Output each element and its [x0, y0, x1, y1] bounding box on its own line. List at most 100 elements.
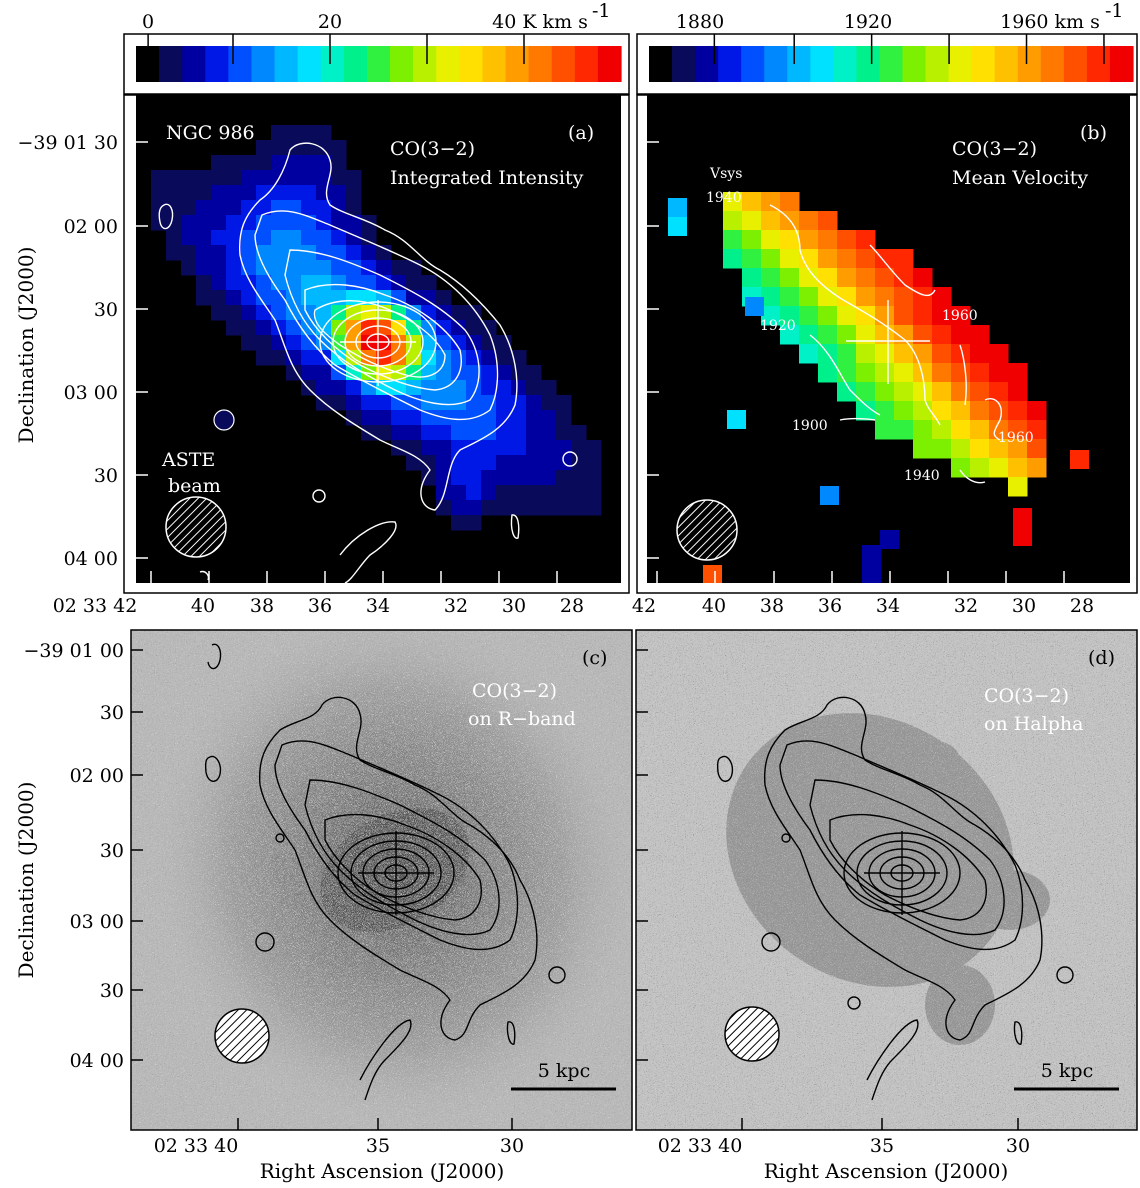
intensity-pixel: [211, 305, 227, 321]
velocity-pixel: [970, 344, 990, 364]
colorbar-cell: [787, 46, 811, 82]
intensity-pixel: [511, 365, 527, 381]
velocity-pixel: [856, 401, 876, 421]
intensity-pixel: [316, 125, 332, 141]
velocity-pixel: [723, 249, 743, 269]
intensity-pixel: [316, 140, 332, 156]
intensity-pixel: [226, 260, 242, 276]
intensity-pixel: [466, 320, 482, 336]
panel-b-clabel-3: 1960: [998, 430, 1034, 446]
intensity-pixel: [301, 335, 317, 351]
colorbar-cell: [182, 46, 206, 82]
intensity-pixel: [316, 260, 332, 276]
top-ylabel: Declination (J2000): [14, 247, 38, 444]
velocity-pixel: [837, 325, 857, 345]
velocity-pixel: [856, 344, 876, 364]
colorbar-cell: [597, 46, 622, 82]
panel-a-title-1: CO(3−2): [390, 138, 475, 160]
velocity-pixel: [932, 325, 952, 345]
intensity-pixel: [391, 410, 407, 426]
panel-c-xtick-2: 30: [500, 1135, 524, 1157]
intensity-pixel: [466, 470, 482, 486]
intensity-pixel: [526, 500, 542, 516]
panel-b-center-cross: [846, 300, 930, 384]
intensity-pixel: [211, 260, 227, 276]
velocity-pixel: [862, 545, 881, 564]
intensity-pixel: [526, 365, 542, 381]
panel-a-beam-2: beam: [168, 475, 221, 497]
intensity-pixel: [496, 455, 512, 471]
intensity-pixel: [421, 410, 437, 426]
intensity-pixel: [556, 425, 572, 441]
velocity-pixel: [894, 287, 914, 307]
intensity-pixel: [226, 200, 242, 216]
intensity-pixel: [481, 380, 497, 396]
intensity-pixel: [331, 170, 347, 186]
intensity-pixel: [406, 275, 422, 291]
intensity-pixel: [391, 260, 407, 276]
panel-c-xlabel: Right Ascension (J2000): [260, 1159, 505, 1183]
intensity-pixel: [451, 395, 467, 411]
intensity-pixel: [301, 155, 317, 171]
velocity-pixel: [989, 363, 1009, 383]
intensity-pixel: [571, 470, 587, 486]
colorbar-cell: [856, 46, 881, 82]
intensity-pixel: [376, 410, 392, 426]
velocity-pixel: [932, 382, 952, 402]
intensity-pixel: [451, 470, 467, 486]
intensity-pixel: [301, 185, 317, 201]
intensity-pixel: [211, 155, 227, 171]
intensity-pixel: [346, 395, 362, 411]
intensity-pixel: [451, 425, 467, 441]
velocity-pixel: [894, 401, 914, 421]
intensity-pixel: [271, 260, 287, 276]
intensity-pixel: [271, 290, 287, 306]
panel-a-ytick-1: 02 00: [64, 216, 118, 238]
colorbar-b-tick-0: 1880: [676, 11, 724, 33]
intensity-pixel: [151, 170, 167, 186]
intensity-pixel: [271, 350, 287, 366]
intensity-pixel: [256, 185, 272, 201]
panel-d-xtick-0: 02 33 40: [658, 1135, 743, 1157]
intensity-pixel: [271, 155, 287, 171]
intensity-pixel: [391, 335, 407, 351]
panel-b-tag: (b): [1080, 122, 1107, 144]
velocity-pixel: [875, 382, 895, 402]
intensity-pixel: [466, 440, 482, 456]
velocity-pixel: [913, 439, 933, 459]
intensity-pixel: [481, 470, 497, 486]
intensity-pixel: [301, 215, 317, 231]
velocity-pixel: [913, 306, 933, 326]
intensity-pixel: [421, 440, 437, 456]
intensity-pixel: [511, 410, 527, 426]
intensity-pixel: [241, 305, 257, 321]
intensity-pixel: [451, 335, 467, 351]
panel-b-xtick-4: 34: [876, 595, 900, 617]
velocity-pixel: [856, 382, 876, 402]
intensity-pixel: [421, 275, 437, 291]
intensity-pixel: [256, 155, 272, 171]
intensity-pixel: [451, 350, 467, 366]
intensity-pixel: [166, 200, 182, 216]
panel-d-beam-ellipse: [724, 1006, 780, 1062]
velocity-pixel: [742, 192, 762, 212]
panel-b-xtick-6: 30: [1012, 595, 1036, 617]
velocity-pixel: [761, 287, 781, 307]
intensity-pixel: [271, 125, 287, 141]
velocity-pixel: [703, 565, 722, 583]
intensity-pixel: [436, 500, 452, 516]
intensity-pixel: [571, 455, 587, 471]
panel-b-xtick-2: 38: [760, 595, 784, 617]
colorbar-cell: [574, 46, 599, 82]
intensity-pixel: [391, 350, 407, 366]
velocity-pixel: [761, 230, 781, 250]
velocity-pixel: [723, 211, 743, 231]
velocity-pixel: [970, 325, 990, 345]
velocity-pixel: [951, 382, 971, 402]
intensity-pixel: [196, 185, 212, 201]
colorbar-cell: [528, 46, 553, 82]
velocity-pixel: [799, 211, 819, 231]
intensity-pixel: [526, 440, 542, 456]
intensity-pixel: [151, 185, 167, 201]
intensity-pixel: [466, 395, 482, 411]
